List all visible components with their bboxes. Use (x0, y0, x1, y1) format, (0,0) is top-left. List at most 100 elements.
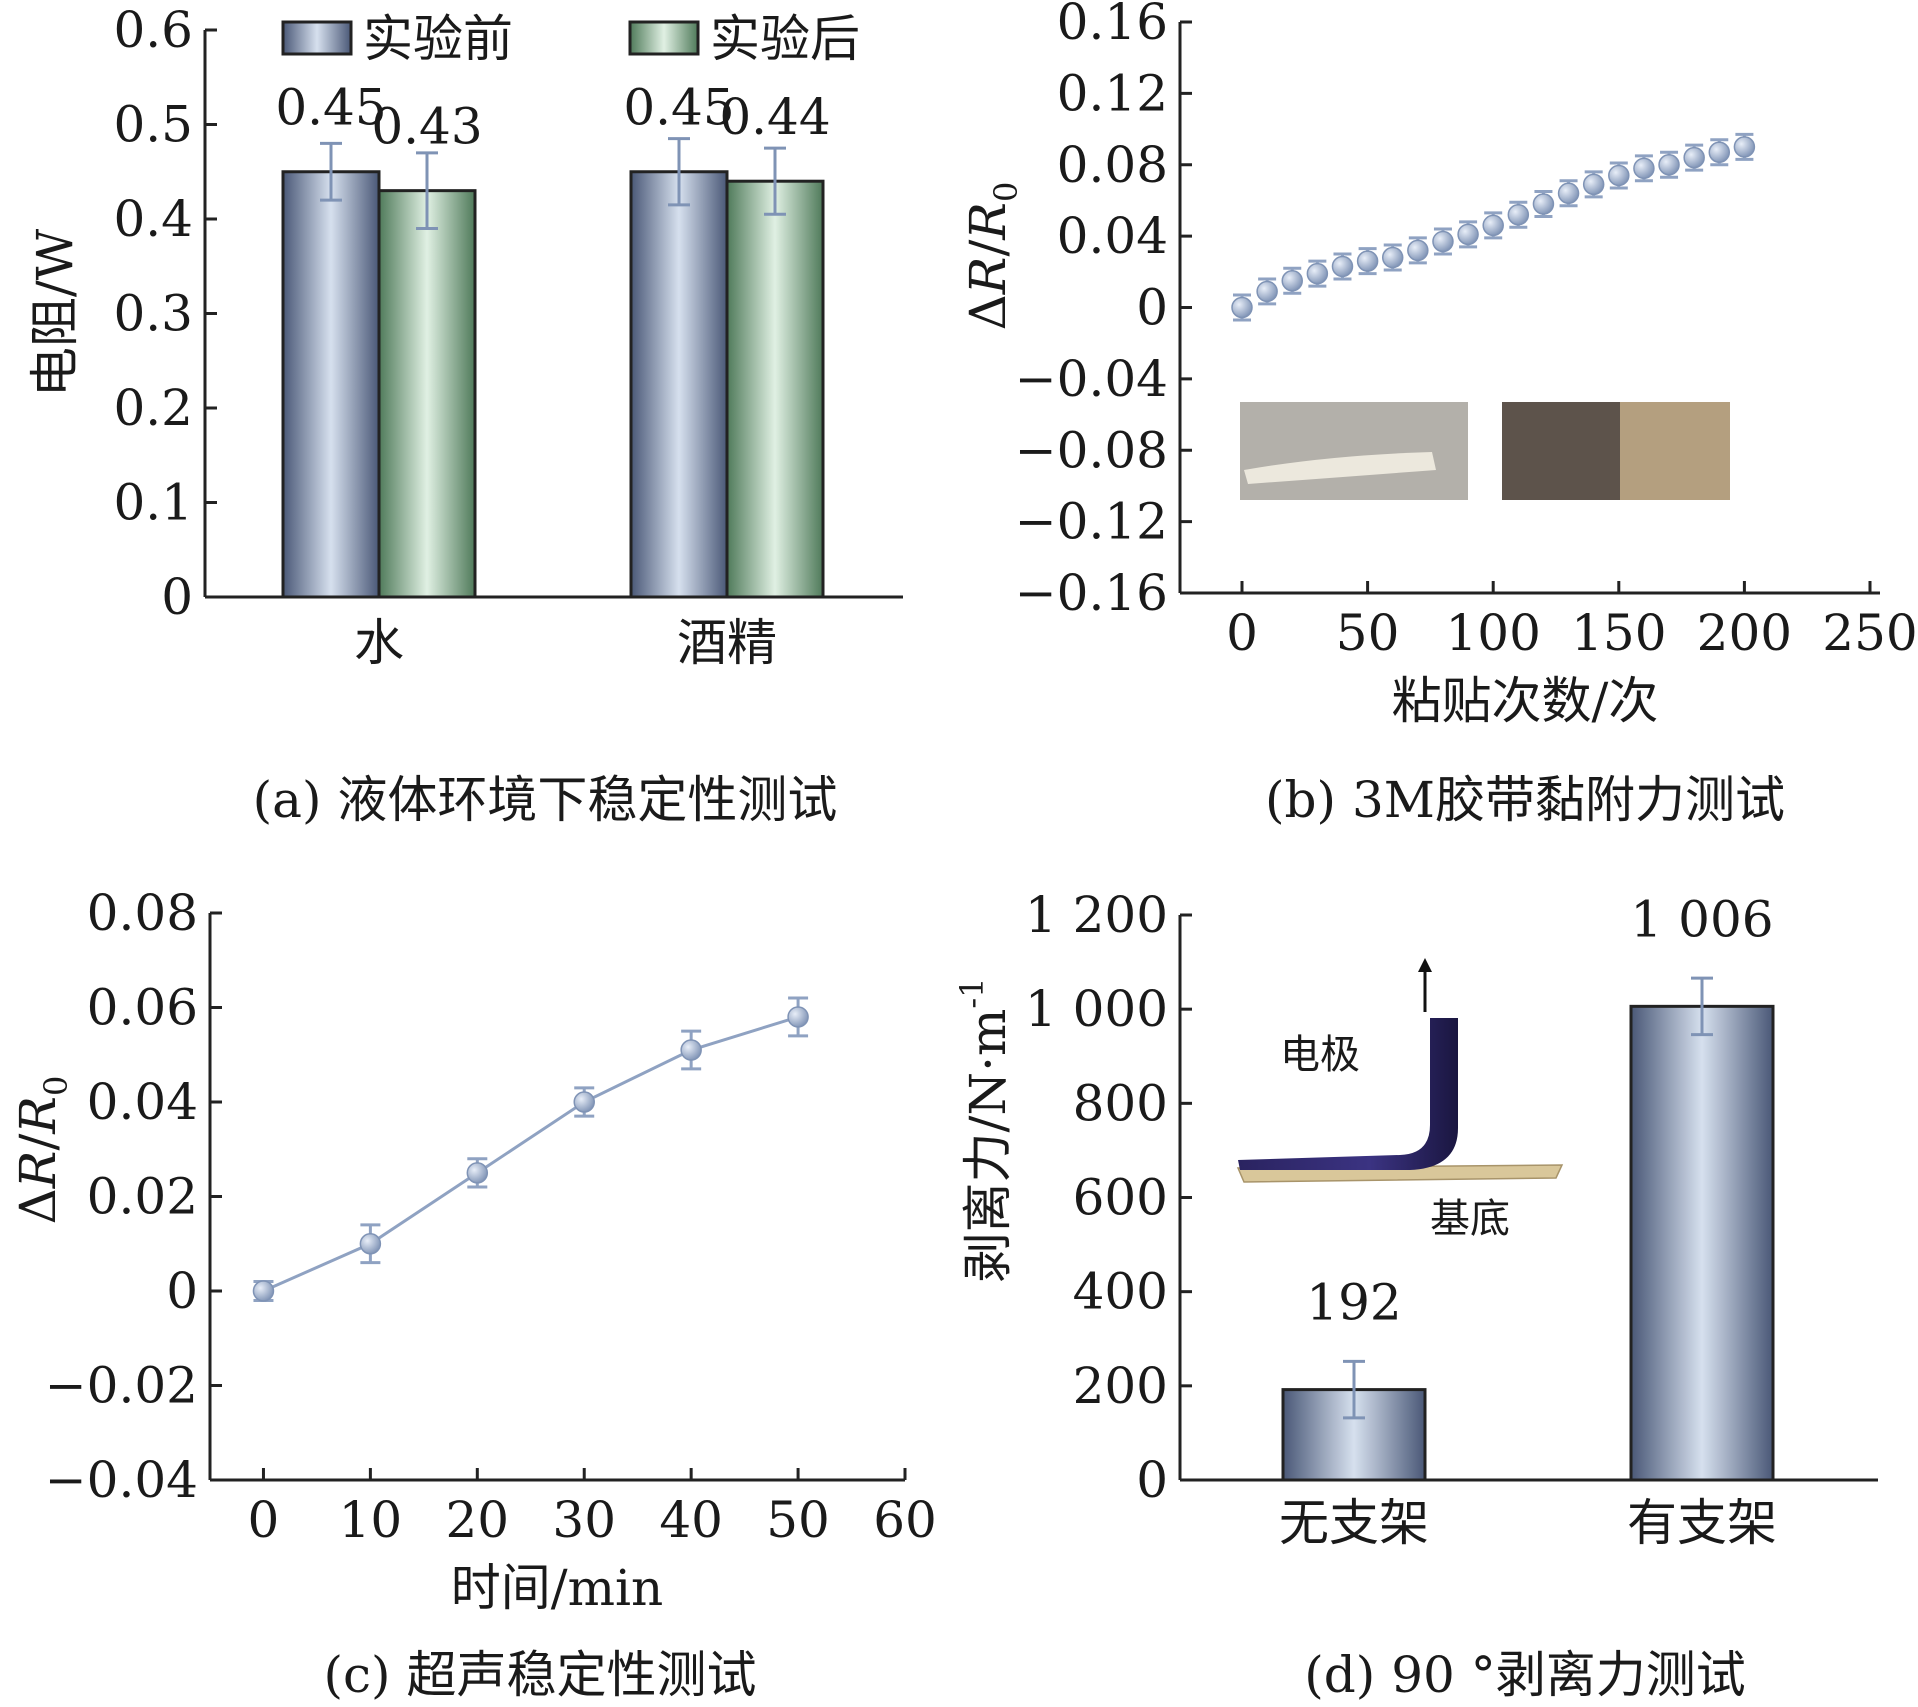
b-y-tick-label: 0 (1136, 279, 1168, 337)
a-bar (725, 179, 825, 599)
b-x-tick-label: 150 (1571, 604, 1666, 662)
b-data-point (1633, 157, 1655, 180)
c-x-tick-label: 30 (552, 1491, 616, 1549)
b-data-point (1381, 246, 1404, 269)
c-x-tick-label: 10 (339, 1491, 403, 1549)
a-y-tick-label: 0 (161, 568, 193, 626)
a-data-label: 0.44 (719, 88, 830, 146)
c-data-point (359, 1233, 382, 1255)
a-legend-label: 实验后 (710, 10, 860, 68)
a-bar (281, 170, 381, 599)
d-y-tick-label: 200 (1073, 1357, 1168, 1415)
c-y-tick-label: 0.02 (87, 1168, 198, 1226)
caption-d: (d) 90 °剥离力测试 (1304, 1646, 1746, 1704)
d-inset-label-electrode: 电极 (1280, 1032, 1360, 1078)
d-x-tick-label: 无支架 (1279, 1494, 1429, 1552)
b-data-point (1658, 154, 1680, 176)
d-inset-label-substrate: 基底 (1430, 1196, 1510, 1242)
b-data-point (1356, 250, 1379, 272)
c-y-tick-label: 0.04 (87, 1073, 198, 1131)
d-inset-electrode (1238, 1018, 1458, 1170)
a-x-tick-label: 酒精 (677, 614, 777, 672)
b-data-point (1582, 173, 1605, 196)
panel-b-scatter-chart: −0.16 −0.12 −0.08 −0.04 0 0.04 0.08 0.12 0.16 0 50… (959, 0, 1918, 730)
d-bar (1629, 1004, 1775, 1482)
d-y-tick-label: 400 (1073, 1263, 1168, 1321)
c-data-point (787, 1006, 809, 1028)
d-x-tick-label: 有支架 (1627, 1494, 1777, 1552)
c-x-tick-label: 40 (659, 1491, 723, 1549)
b-data-point (1507, 203, 1530, 226)
b-inset-tape-strip (1244, 452, 1436, 484)
c-x-tick-label: 50 (766, 1491, 830, 1549)
b-y-tick-label: 0.16 (1057, 0, 1168, 51)
b-y-tick-label: −0.08 (1015, 421, 1168, 479)
d-y-tick-label: 1 000 (1025, 980, 1168, 1038)
caption-c: (c) 超声稳定性测试 (323, 1646, 757, 1704)
panel-a-bar-chart: 00.10.20.30.40.50.6电阻/W水0.450.43酒精0.450.… (26, 1, 903, 672)
d-data-label: 192 (1306, 1274, 1401, 1332)
a-data-label: 0.43 (371, 97, 482, 155)
a-legend-swatch (281, 20, 353, 56)
c-y-tick-label: −0.04 (45, 1451, 198, 1509)
b-data-point (1608, 164, 1630, 187)
a-y-tick-label: 0.6 (113, 1, 193, 59)
d-data-label: 1 006 (1630, 890, 1773, 948)
b-x-tick-label: 250 (1822, 604, 1917, 662)
b-inset-photo-left (1240, 402, 1468, 500)
d-y-tick-label: 600 (1073, 1169, 1168, 1227)
c-y-tick-label: 0.06 (87, 979, 198, 1037)
d-y-tick-label: 1 200 (1025, 886, 1168, 944)
c-x-tick-label: 0 (248, 1491, 280, 1549)
b-data-point (1733, 136, 1756, 158)
b-y-tick-label: −0.04 (1015, 350, 1168, 408)
a-data-label: 0.45 (275, 79, 386, 137)
b-data-point (1532, 193, 1555, 215)
b-data-point (1256, 280, 1278, 303)
c-data-point (573, 1091, 595, 1113)
d-y-tick-label: 0 (1136, 1451, 1168, 1509)
b-x-tick-label: 50 (1336, 604, 1400, 662)
b-data-point (1281, 269, 1303, 292)
b-y-tick-label: −0.12 (1015, 493, 1168, 551)
b-x-tick-label: 0 (1226, 604, 1258, 662)
a-bar (629, 170, 729, 599)
c-x-axis-title: 时间/min (451, 1559, 663, 1617)
d-y-axis-title: 剥离力/N·m-1 (953, 977, 1017, 1282)
c-y-axis-title: ΔR/R0 (9, 1076, 75, 1225)
b-x-tick-label: 100 (1445, 604, 1540, 662)
a-y-tick-label: 0.4 (113, 190, 193, 248)
a-y-axis-title: 电阻/W (26, 228, 84, 397)
a-y-tick-label: 0.3 (113, 285, 193, 343)
b-data-point (1306, 262, 1329, 285)
a-y-tick-label: 0.2 (113, 379, 193, 437)
b-data-point (1407, 239, 1429, 262)
d-inset-arrow-head (1418, 958, 1432, 972)
b-y-tick-label: 0.04 (1057, 207, 1168, 265)
b-data-point (1482, 214, 1504, 237)
b-y-tick-label: 0.08 (1057, 136, 1168, 194)
a-y-tick-label: 0.5 (113, 96, 193, 154)
c-y-tick-label: 0 (166, 1262, 198, 1320)
b-data-point (1432, 230, 1454, 253)
b-y-axis-title: ΔR/R0 (959, 182, 1025, 331)
b-x-tick-label: 200 (1697, 604, 1792, 662)
a-legend-swatch (628, 20, 700, 56)
c-y-tick-label: −0.02 (45, 1357, 198, 1415)
a-bar (377, 189, 477, 599)
a-x-tick-label: 水 (354, 614, 404, 672)
c-series-line (262, 1015, 799, 1293)
b-inset-tape-patch (1620, 402, 1730, 500)
b-y-tick-label: −0.16 (1015, 564, 1168, 622)
c-data-point (680, 1039, 702, 1061)
c-x-tick-label: 60 (873, 1491, 937, 1549)
panel-c-line-chart: −0.04 −0.02 0 0.02 0.04 0.06 0.08 0 10 20 30 40 50 60… (9, 884, 937, 1617)
caption-b: (b) 3M胶带黏附力测试 (1265, 771, 1785, 829)
a-legend-label: 实验前 (363, 10, 513, 68)
c-data-point (466, 1162, 489, 1184)
caption-a: (a) 液体环境下稳定性测试 (252, 771, 838, 829)
b-data-point (1231, 296, 1253, 319)
b-x-axis-title: 粘贴次数/次 (1392, 672, 1659, 730)
